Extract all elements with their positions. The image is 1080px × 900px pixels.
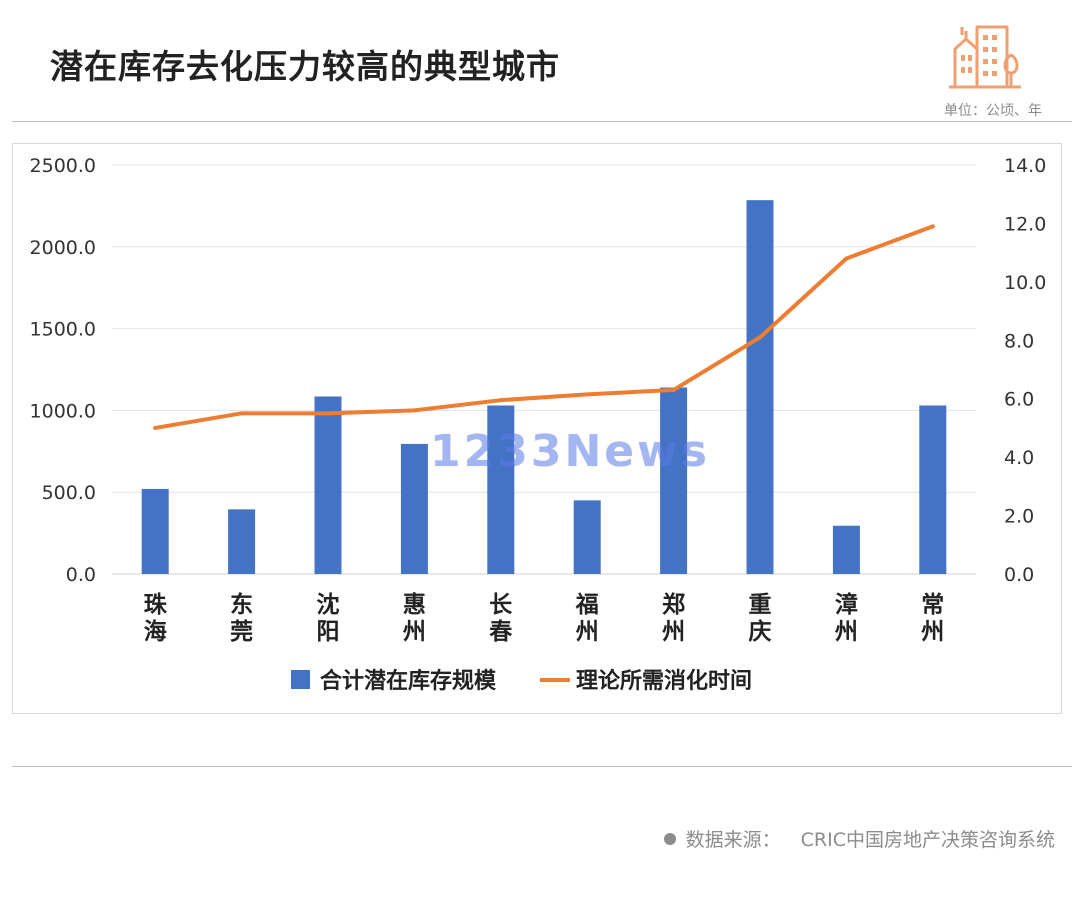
line-series [153,224,935,430]
line-point [844,256,849,261]
line-point [671,387,676,392]
bar [314,396,342,574]
line-point [239,411,244,416]
chart-frame [12,143,1062,714]
y-right-tick-label: 0.0 [1004,564,1034,586]
page-title: 潜在库存去化压力较高的典型城市 [50,47,560,86]
x-tick-label: 惠州 [403,592,426,645]
y-left-tick-label: 2500.0 [30,155,96,177]
line-point [930,224,935,229]
x-tick-label: 沈阳 [317,592,340,645]
x-tick-label: 漳州 [835,591,858,645]
footer-divider [12,766,1072,767]
bar [141,488,169,574]
x-tick-label: 福州 [575,592,599,645]
source-note: 数据来源： CRIC中国房地产决策咨询系统 [663,825,1055,852]
bar [660,387,688,574]
x-tick-label: 长春 [488,592,513,645]
y-left-tick-label: 2000.0 [30,237,96,259]
y-right-tick-label: 14.0 [1004,155,1046,177]
y-right-tick-label: 2.0 [1004,506,1034,528]
bar [919,405,947,574]
legend-line-label: 理论所需消化时间 [576,668,752,694]
legend-bar-swatch [291,670,310,689]
watermark: 1233News [430,426,710,477]
header-divider [12,121,1072,122]
x-tick-label: 重庆 [749,592,772,645]
building-icon [949,25,1021,89]
line-point [326,411,330,416]
unit-label: 单位：公顷、年 [944,103,1042,119]
source-value: CRIC中国房地产决策咨询系统 [800,829,1055,851]
y-right-tick-label: 6.0 [1004,389,1034,411]
y-right-tick-label: 4.0 [1004,447,1034,469]
x-tick-label: 东莞 [230,591,253,645]
bar [400,443,428,574]
bar [832,525,860,574]
y-left-tick-label: 1000.0 [30,400,96,422]
line-point [758,335,762,340]
bullet-icon [663,833,676,845]
bar [746,200,774,574]
x-tick-label: 常州 [921,592,944,645]
y-left-tick-label: 0.0 [66,564,96,586]
y-left-tick-label: 500.0 [42,482,96,504]
x-tick-label: 郑州 [662,592,685,645]
source-label: 数据来源： [685,829,781,851]
y-right-tick-label: 8.0 [1004,330,1034,352]
y-right-tick-label: 10.0 [1004,272,1046,294]
line-point [412,408,417,413]
legend-bar-label: 合计潜在库存规模 [320,668,497,694]
bar [487,405,515,574]
bar [573,500,601,574]
line-point [153,425,158,430]
bar [228,509,256,574]
y-right-tick-label: 12.0 [1004,213,1046,235]
x-tick-label: 珠海 [144,592,168,645]
line-point [498,398,503,403]
line-point [585,392,590,397]
y-left-tick-label: 1500.0 [30,319,96,341]
